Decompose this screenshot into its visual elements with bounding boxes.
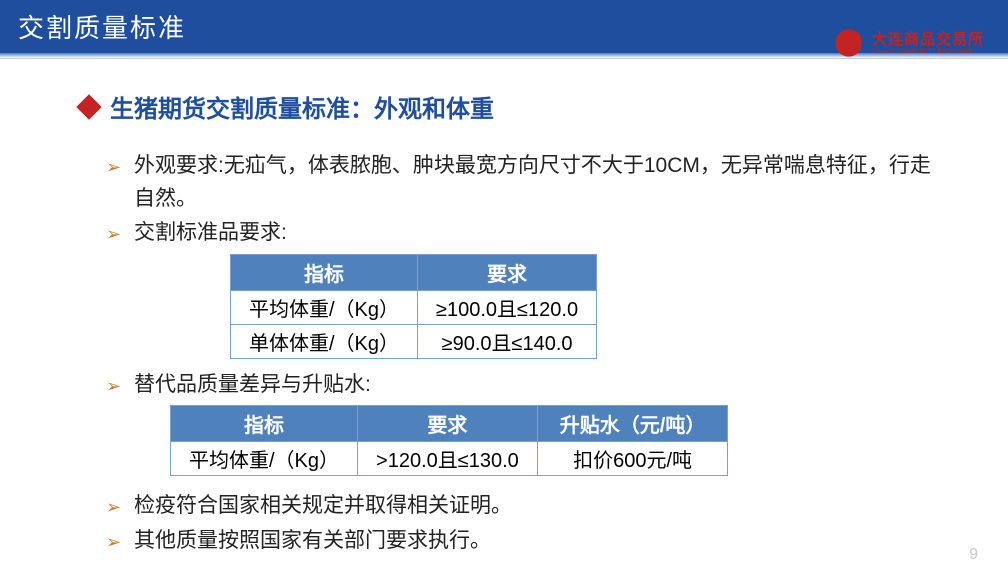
- th-indicator: 指标: [231, 254, 418, 290]
- table-header-row: 指标 要求 升贴水（元/吨）: [171, 406, 728, 442]
- td: 单体体重/（Kg）: [231, 324, 418, 358]
- list-item: ➢ 检疫符合国家相关规定并取得相关证明。: [106, 490, 938, 523]
- bullet-list: ➢ 外观要求:无疝气，体表脓胞、肿块最宽方向尺寸不大于10CM，无异常喘息特征，…: [106, 150, 938, 250]
- th-requirement: 要求: [418, 254, 597, 290]
- td: ≥100.0且≤120.0: [418, 290, 597, 324]
- diamond-icon: [76, 94, 101, 119]
- table-header-row: 指标 要求: [231, 254, 597, 290]
- bullet-list: ➢ 检疫符合国家相关规定并取得相关证明。 ➢ 其他质量按照国家有关部门要求执行。: [106, 490, 938, 557]
- th-premium: 升贴水（元/吨）: [537, 406, 728, 442]
- arrow-icon: ➢: [106, 529, 121, 557]
- bullet-text: 替代品质量差异与升贴水:: [134, 373, 371, 396]
- td: 平均体重/（Kg）: [231, 290, 418, 324]
- exchange-logo: 大连商品交易所 DALIAN COMMODITY EXCHANGE: [832, 26, 984, 60]
- list-item: ➢ 其他质量按照国家有关部门要求执行。: [106, 525, 938, 558]
- table-row: 平均体重/（Kg） >120.0且≤130.0 扣价600元/吨: [171, 442, 728, 476]
- logo-text-en: DALIAN COMMODITY EXCHANGE: [872, 49, 984, 55]
- premium-table: 指标 要求 升贴水（元/吨） 平均体重/（Kg） >120.0且≤130.0 扣…: [170, 405, 728, 476]
- table-row: 单体体重/（Kg） ≥90.0且≤140.0: [231, 324, 597, 358]
- section-title-text: 生猪期货交割质量标准：外观和体重: [110, 89, 494, 124]
- arrow-icon: ➢: [106, 494, 121, 522]
- bullet-text: 其他质量按照国家有关部门要求执行。: [134, 529, 491, 552]
- td: >120.0且≤130.0: [358, 442, 538, 476]
- td: ≥90.0且≤140.0: [418, 324, 597, 358]
- logo-text-cn: 大连商品交易所: [872, 32, 984, 47]
- arrow-icon: ➢: [106, 154, 121, 182]
- td: 扣价600元/吨: [537, 442, 728, 476]
- list-item: ➢ 交割标准品要求:: [106, 217, 938, 250]
- bullet-text: 交割标准品要求:: [134, 221, 287, 244]
- list-item: ➢ 替代品质量差异与升贴水:: [106, 369, 938, 402]
- logo-swirl-icon: [832, 26, 866, 60]
- logo-text: 大连商品交易所 DALIAN COMMODITY EXCHANGE: [872, 32, 984, 55]
- bullet-list: ➢ 替代品质量差异与升贴水:: [106, 369, 938, 402]
- bullet-text: 外观要求:无疝气，体表脓胞、肿块最宽方向尺寸不大于10CM，无异常喘息特征，行走…: [134, 154, 931, 210]
- bullet-text: 检疫符合国家相关规定并取得相关证明。: [134, 494, 512, 517]
- td: 平均体重/（Kg）: [171, 442, 358, 476]
- slide-title: 交割质量标准: [18, 13, 186, 43]
- th-requirement: 要求: [358, 406, 538, 442]
- table-row: 平均体重/（Kg） ≥100.0且≤120.0: [231, 290, 597, 324]
- section-title: 生猪期货交割质量标准：外观和体重: [80, 89, 938, 124]
- arrow-icon: ➢: [106, 221, 121, 249]
- slide-content: 生猪期货交割质量标准：外观和体重 ➢ 外观要求:无疝气，体表脓胞、肿块最宽方向尺…: [0, 59, 1008, 557]
- arrow-icon: ➢: [106, 373, 121, 401]
- standard-table: 指标 要求 平均体重/（Kg） ≥100.0且≤120.0 单体体重/（Kg） …: [230, 254, 597, 359]
- th-indicator: 指标: [171, 406, 358, 442]
- list-item: ➢ 外观要求:无疝气，体表脓胞、肿块最宽方向尺寸不大于10CM，无异常喘息特征，…: [106, 150, 938, 215]
- page-number: 9: [969, 546, 978, 564]
